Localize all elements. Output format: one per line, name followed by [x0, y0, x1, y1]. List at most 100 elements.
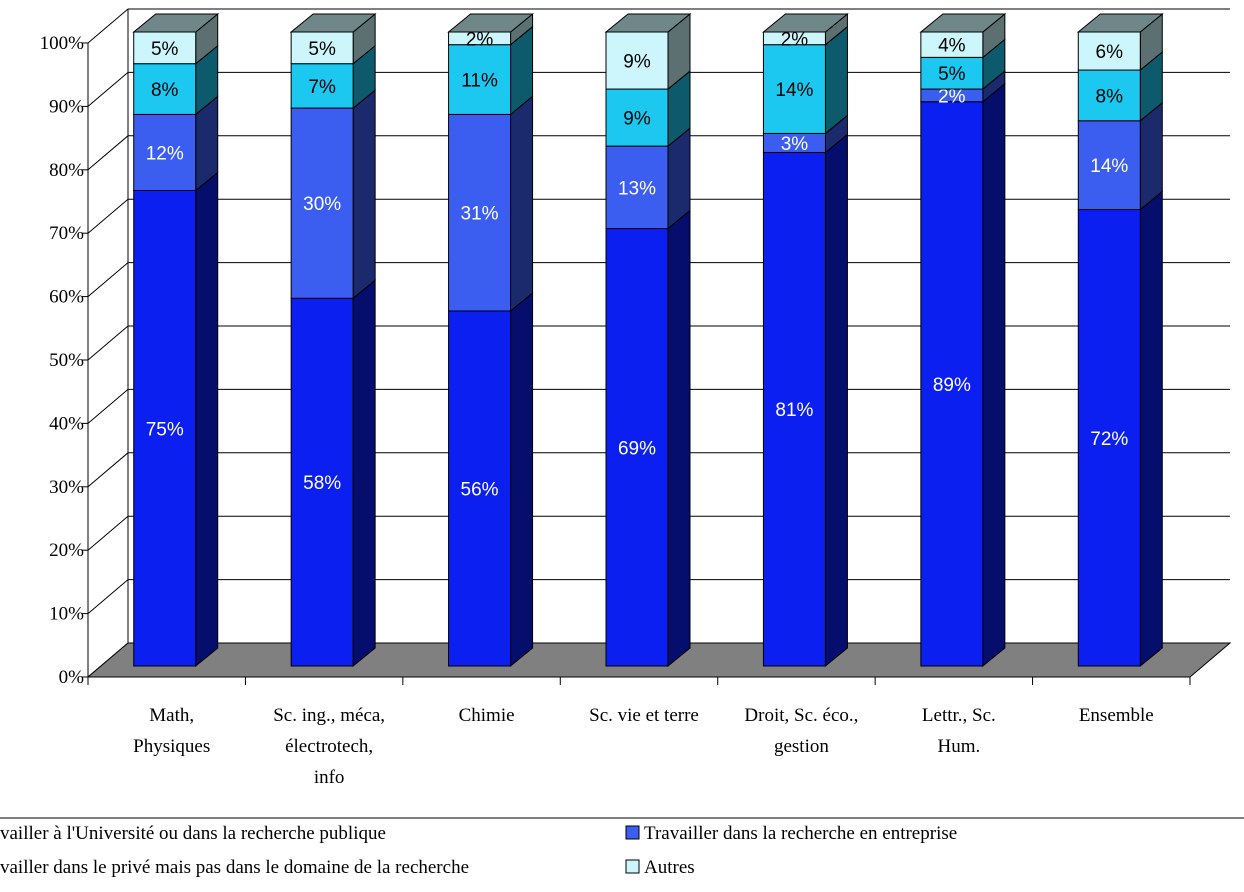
- y-tick-label: 100%: [40, 33, 85, 54]
- data-label: 8%: [151, 80, 179, 101]
- grid-connector: [87, 8, 129, 44]
- y-tick-label: 10%: [49, 604, 84, 625]
- data-label: 2%: [781, 29, 809, 50]
- category-label: Sc. ing., méca,: [273, 705, 385, 726]
- bar-segment: [605, 145, 669, 230]
- category-label: Hum.: [937, 736, 980, 757]
- bar-side: [667, 209, 691, 668]
- legend-entry: vailler dans le privé mais pas dans le d…: [0, 857, 469, 878]
- data-label: 8%: [1096, 86, 1124, 107]
- bar-top: [604, 13, 692, 33]
- bar-side: [510, 95, 534, 313]
- bar-top: [447, 13, 534, 33]
- grid-connector: [87, 515, 129, 551]
- bar-segment: [1077, 69, 1141, 122]
- y-tick-label: 70%: [49, 223, 84, 244]
- legend-entry: vailler à l'Université ou dans la recher…: [0, 823, 386, 844]
- data-label: 30%: [303, 194, 341, 215]
- y-tick-label: 30%: [49, 477, 84, 498]
- grid-connector: [87, 198, 129, 234]
- bar-segment: [290, 31, 354, 65]
- bar-side: [982, 82, 1006, 668]
- bar-side: [352, 279, 376, 668]
- bar-segment: [290, 107, 354, 299]
- grid-connector: [87, 262, 129, 297]
- data-label: 2%: [466, 29, 494, 50]
- bar-segment: [1077, 31, 1141, 71]
- category-label: Droit, Sc. éco.,: [744, 705, 858, 726]
- legend-entry: Travailler dans la recherche en entrepri…: [644, 823, 957, 844]
- category-label: électrotech,: [285, 736, 373, 757]
- y-tick-label: 40%: [49, 413, 84, 434]
- data-label: 81%: [775, 400, 813, 421]
- y-tick-label: 50%: [49, 350, 84, 371]
- bar-top: [132, 13, 220, 33]
- data-label: 12%: [146, 143, 184, 164]
- bar-top: [289, 13, 377, 33]
- bar-segment: [133, 63, 197, 115]
- bar-segment: [762, 151, 826, 667]
- bar-segment: [605, 228, 669, 667]
- data-label: 4%: [938, 36, 966, 57]
- category-label: info: [314, 767, 345, 788]
- bar-segment: [1077, 209, 1141, 667]
- category-label: gestion: [774, 736, 829, 757]
- bar-side: [195, 171, 219, 668]
- bar-side: [1139, 101, 1163, 211]
- data-label: 14%: [775, 80, 813, 101]
- y-tick-label: 0%: [59, 667, 85, 688]
- bar-segment: [920, 101, 984, 667]
- data-label: 9%: [623, 52, 651, 73]
- bar-segment: [133, 113, 197, 191]
- bar-segment: [133, 31, 197, 65]
- grid-connector: [87, 389, 129, 424]
- data-label: 31%: [461, 204, 499, 225]
- data-label: 9%: [623, 109, 651, 130]
- bar-segment: [448, 113, 512, 312]
- data-label: 13%: [618, 178, 656, 199]
- data-label: 5%: [151, 39, 179, 60]
- data-label: 5%: [938, 64, 966, 85]
- bar-segment: [605, 88, 669, 147]
- category-label: Ensemble: [1079, 705, 1154, 726]
- data-label: 89%: [933, 375, 971, 396]
- category-label: Chimie: [459, 705, 515, 726]
- category-label: Sc. vie et terre: [589, 705, 699, 726]
- data-label: 5%: [308, 39, 336, 60]
- data-label: 72%: [1090, 429, 1128, 450]
- bar-segment: [290, 63, 354, 109]
- grid-connector: [87, 72, 129, 107]
- grid-connector: [87, 452, 129, 488]
- bar-top: [919, 13, 1007, 33]
- bar-side: [1139, 190, 1163, 668]
- category-label: Lettr., Sc.: [922, 705, 996, 726]
- data-label: 56%: [461, 479, 499, 500]
- bar-side: [510, 291, 534, 668]
- legend-swatch: [625, 825, 640, 840]
- grid-connector: [87, 579, 129, 614]
- data-label: 6%: [1096, 42, 1124, 63]
- data-label: 7%: [308, 77, 336, 98]
- data-label: 11%: [461, 71, 498, 92]
- data-label: 2%: [938, 86, 966, 107]
- category-label: Math,: [149, 705, 194, 726]
- legend-swatch: [625, 859, 640, 874]
- bar-side: [352, 89, 376, 300]
- bar-top: [1076, 13, 1164, 33]
- bar-side: [824, 133, 848, 668]
- bar-segment: [290, 297, 354, 667]
- bar-segment: [448, 310, 512, 667]
- y-tick-label: 20%: [49, 540, 84, 561]
- bar-segment: [920, 31, 984, 58]
- data-label: 14%: [1090, 156, 1128, 177]
- data-label: 75%: [146, 419, 184, 440]
- bar-segment: [605, 31, 669, 90]
- bar-side: [824, 25, 848, 135]
- data-label: 69%: [618, 438, 656, 459]
- bar-segment: [448, 44, 512, 115]
- y-tick-label: 90%: [49, 96, 84, 117]
- grid-connector: [87, 135, 129, 171]
- grid-connector: [87, 325, 129, 361]
- bar-segment: [920, 56, 984, 90]
